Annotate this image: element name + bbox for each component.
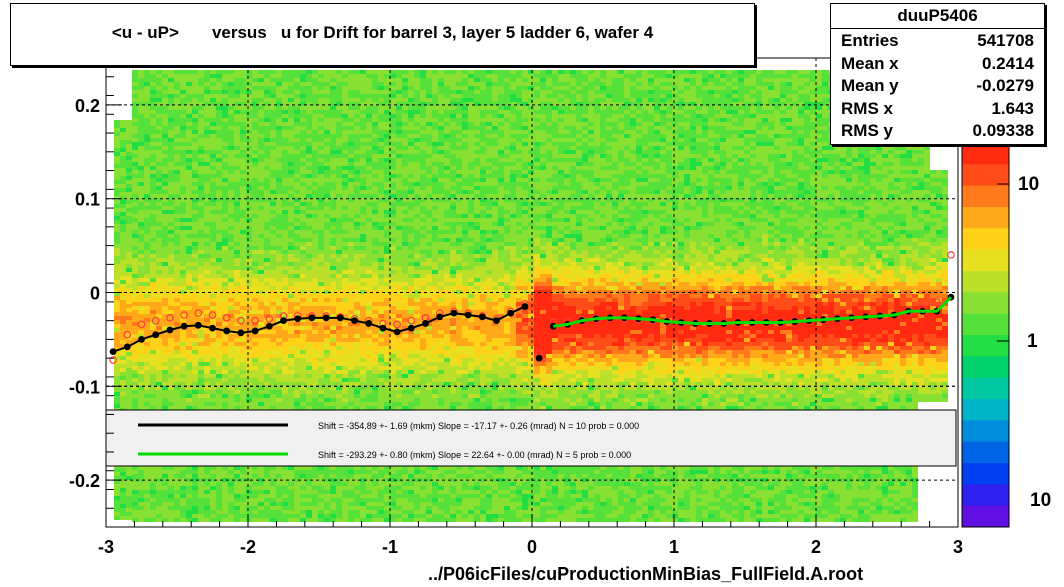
fit-curve-black (112, 305, 526, 353)
stats-value: 0.09338 (972, 121, 1034, 140)
colorbar-segment (962, 164, 1009, 187)
colorbar-segment (962, 207, 1009, 229)
color-scale (961, 142, 1010, 528)
x-tick-label: -3 (98, 537, 114, 557)
stats-mean-y: Mean y -0.0279 (831, 74, 1044, 97)
colorbar-segment (962, 143, 1009, 165)
profile-point-red (123, 330, 132, 339)
colorbar-segment (962, 313, 1009, 336)
colorbar-label-10: 10 (1018, 174, 1039, 195)
stats-label: Entries (841, 31, 899, 50)
colorbar-segment (962, 228, 1009, 251)
profile-point-red (151, 316, 160, 325)
colorbar-segment (962, 399, 1009, 421)
axes: -3 -2 -1 0 1 2 3 -0.2 -0.1 0 0.1 0.2 (69, 57, 963, 557)
colorbar-label-1: 1 (1027, 331, 1038, 352)
stats-label: RMS y (841, 121, 893, 140)
colorbar-segment (962, 377, 1009, 400)
profile-point-black (535, 354, 543, 362)
y-tick-label: 0.2 (75, 96, 100, 116)
profile-point-red (166, 314, 174, 322)
profile-point-red (265, 314, 274, 323)
profile-point-red (180, 311, 188, 319)
legend-text-green: Shift = -293.29 +- 0.80 (mkm) Slope = 22… (318, 450, 631, 460)
legend-text-black: Shift = -354.89 +- 1.69 (mkm) Slope = -1… (318, 421, 639, 431)
x-tick-label: -1 (382, 537, 398, 557)
stats-box: duuP5406 Entries 541708 Mean x 0.2414 Mean… (830, 3, 1045, 145)
colorbar-segment (962, 484, 1009, 507)
footer-filename: ../P06icFiles/cuProductionMinBias_FullFi… (428, 564, 863, 584)
profile-point-red (393, 320, 401, 329)
profile-point-red (222, 314, 231, 322)
colorbar-segment (962, 335, 1009, 357)
colorbar-segment (962, 505, 1009, 528)
title-box: <u - uP> versus u for Drift for barrel 3… (10, 3, 755, 66)
profile-point-red (932, 298, 941, 306)
profile-point-red (109, 356, 117, 364)
stats-rms-y: RMS y 0.09338 (831, 119, 1044, 142)
fit-curves (112, 296, 952, 353)
colorbar-segment (962, 185, 1009, 208)
fit-legend (105, 409, 957, 467)
x-tick-label: -2 (240, 537, 256, 557)
stats-name: duuP5406 (831, 4, 1044, 29)
fit-curve-green (553, 296, 952, 328)
colorbar-segment (962, 420, 1009, 443)
stats-entries: Entries 541708 (831, 29, 1044, 52)
heatmap (114, 70, 948, 522)
stats-mean-x: Mean x 0.2414 (831, 52, 1044, 75)
x-tick-label: 2 (811, 537, 821, 557)
y-tick-label: -0.1 (69, 377, 100, 397)
colorbar-segment (962, 441, 1009, 464)
x-tick-label: 1 (669, 537, 679, 557)
stats-value: 0.2414 (982, 53, 1034, 73)
profile-point-red (194, 309, 203, 317)
colorbar-segment (962, 249, 1009, 272)
x-tick-label: 0 (527, 537, 537, 557)
x-tick-label: 3 (953, 537, 963, 557)
profile-point-red (407, 316, 416, 325)
colorbar-label-0.1: 10 (1030, 490, 1051, 511)
stats-label: Mean x (841, 53, 899, 73)
y-tick-label: 0.1 (75, 190, 100, 210)
stats-label: RMS x (841, 98, 893, 118)
stats-value: 541708 (977, 31, 1034, 50)
stats-value: -0.0279 (976, 76, 1034, 95)
profile-point-red (251, 316, 259, 325)
chart-title: <u - uP> versus u for Drift for barrel 3… (111, 23, 654, 42)
stats-rms-x: RMS x 1.643 (831, 97, 1044, 120)
colorbar-segment (962, 356, 1009, 379)
profile-point-red (137, 320, 146, 329)
profile-point-red (237, 316, 245, 325)
profile-point-red (947, 251, 955, 259)
colorbar-segment (962, 292, 1009, 315)
colorbar-segment (962, 271, 1009, 293)
profile-point-red (208, 311, 217, 319)
stats-label: Mean y (841, 76, 899, 95)
y-tick-label: 0 (90, 284, 100, 304)
colorbar-segment (962, 463, 1009, 485)
stats-value: 1.643 (991, 98, 1034, 118)
y-tick-label: -0.2 (69, 471, 100, 491)
